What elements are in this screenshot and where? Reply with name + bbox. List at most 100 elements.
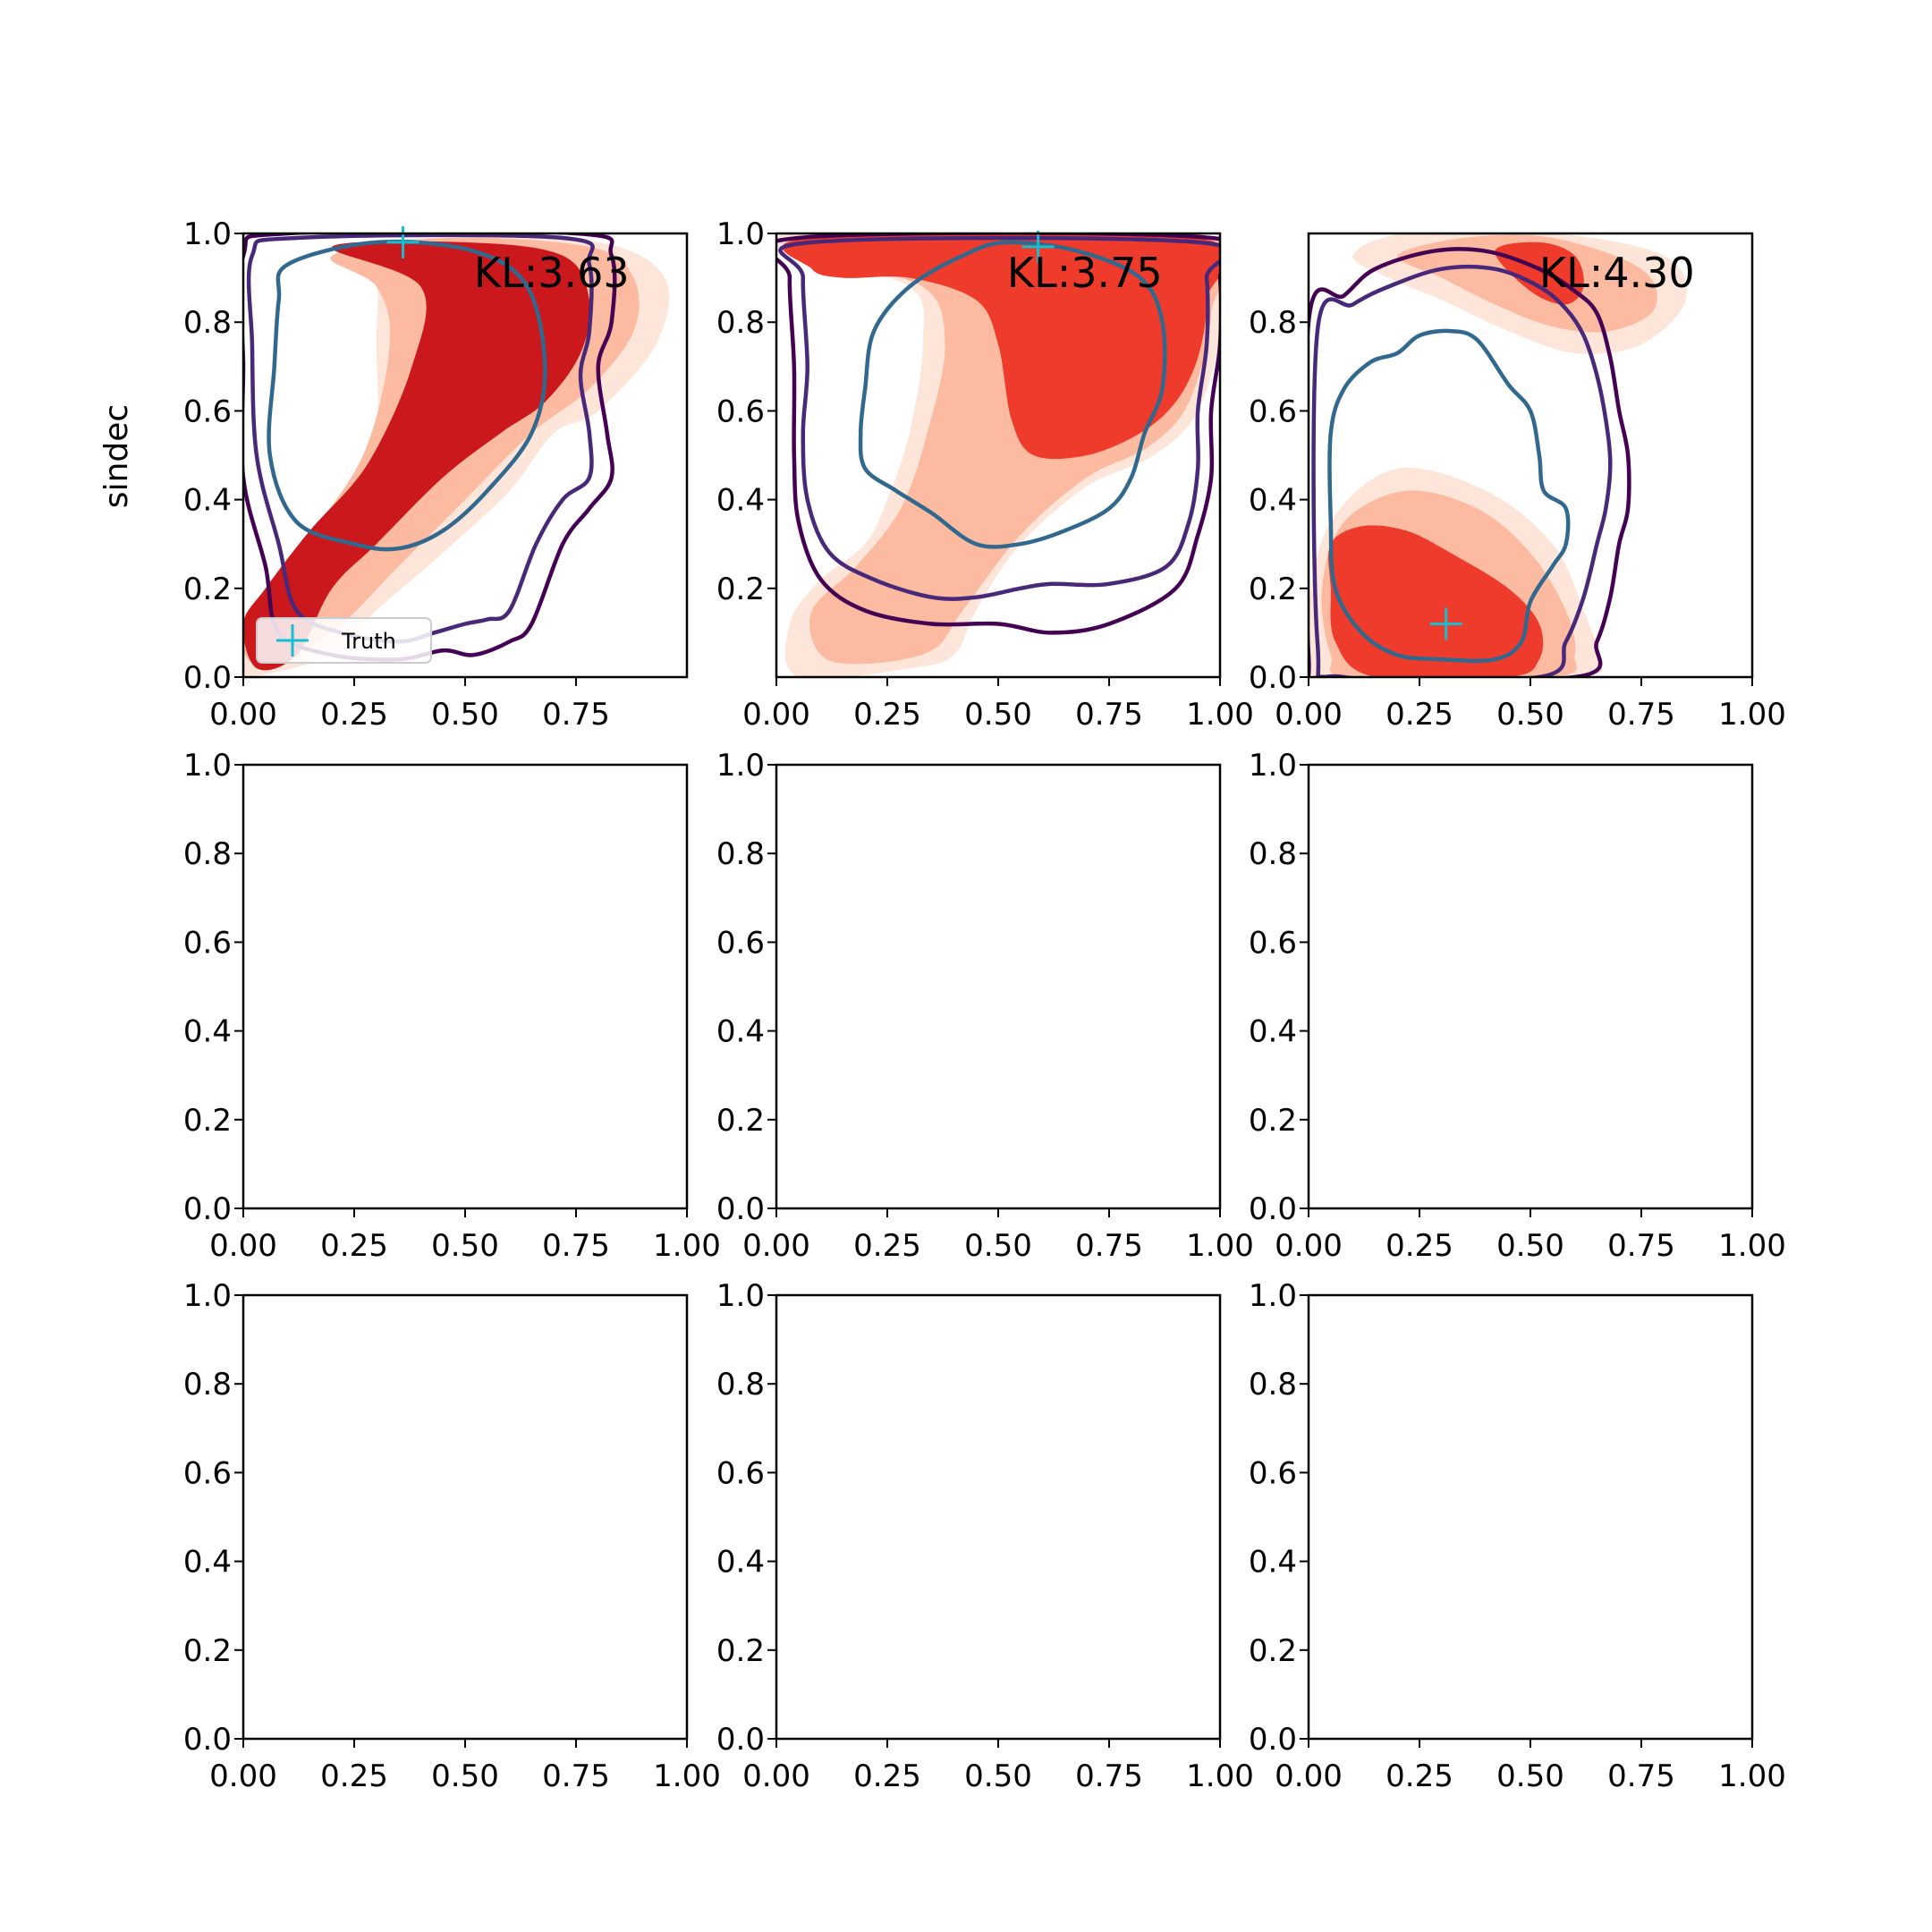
y-tick-label: 0.4 bbox=[1249, 1014, 1297, 1050]
y-tick-label: 0.0 bbox=[1249, 660, 1297, 696]
x-tick-label: 0.50 bbox=[431, 697, 499, 733]
y-tick-label: 0.8 bbox=[716, 305, 765, 341]
y-tick-label: 0.4 bbox=[183, 1014, 232, 1050]
y-tick-label: 0.4 bbox=[1249, 1545, 1297, 1580]
contour-mid-2 bbox=[778, 235, 1220, 601]
legend-label: Truth bbox=[341, 629, 396, 654]
density-region-3-4 bbox=[1328, 525, 1544, 677]
x-tick-label: 1.00 bbox=[653, 1758, 721, 1794]
contour-outer-2 bbox=[776, 233, 1220, 635]
y-tick-label: 0.2 bbox=[1249, 572, 1297, 607]
x-tick-label: 0.75 bbox=[1607, 697, 1675, 733]
legend-box bbox=[256, 617, 432, 664]
x-tick-label: 0.00 bbox=[1275, 1758, 1343, 1794]
plot-area-3 bbox=[1309, 233, 1687, 677]
x-tick-label: 0.00 bbox=[209, 1758, 277, 1794]
subplot-9: 0.00 0.25 0.50 0.75 1.00 0.0 0.2 0.4 0.6 0.8 1.0 bbox=[1249, 1278, 1786, 1794]
y-tick-label: 0.6 bbox=[1249, 925, 1297, 961]
y-tick-label: 0.4 bbox=[183, 1545, 232, 1580]
density-region-2-2 bbox=[782, 233, 1220, 460]
y-tick-label: 0.8 bbox=[183, 1367, 232, 1402]
y-tick-label: 0.0 bbox=[183, 1191, 232, 1227]
x-tick-label: 0.00 bbox=[1275, 1228, 1343, 1264]
y-tick-label: 0.2 bbox=[716, 572, 765, 607]
x-tick-label: 1.00 bbox=[1186, 1228, 1254, 1264]
x-tick-label: 0.50 bbox=[1496, 697, 1564, 733]
y-tick-label: 1.0 bbox=[183, 1278, 232, 1314]
y-tick-label: 0.0 bbox=[716, 1722, 765, 1758]
x-tick-label: 0.25 bbox=[1385, 1228, 1453, 1264]
x-tick-label: 0.75 bbox=[1075, 1758, 1143, 1794]
x-tick-label: 0.25 bbox=[853, 1228, 921, 1264]
y-axis-label: sindec bbox=[98, 404, 135, 508]
y-tick-label: 0.2 bbox=[183, 1633, 232, 1669]
y-tick-label: 0.4 bbox=[716, 1545, 765, 1580]
x-tick-label: 0.00 bbox=[209, 697, 277, 733]
y-tick-label: 1.0 bbox=[716, 216, 765, 252]
y-tick-label: 0.6 bbox=[183, 394, 232, 429]
y-tick-label: 0.2 bbox=[716, 1633, 765, 1669]
x-tick-label: 0.50 bbox=[964, 1228, 1032, 1264]
subplot-2: KL:3.75 0.00 0.25 0.50 0.75 1.00 0.2 0.4 0.6 0.8 1… bbox=[716, 216, 1254, 733]
x-tick-label: 1.00 bbox=[1718, 697, 1786, 733]
x-tick-label: 0.00 bbox=[742, 1758, 810, 1794]
y-tick-label: 0.0 bbox=[183, 1722, 232, 1758]
plot-area-2 bbox=[776, 233, 1220, 677]
y-tick-label: 0.6 bbox=[1249, 1455, 1297, 1491]
y-tick-label: 0.6 bbox=[716, 394, 765, 429]
x-tick-label: 0.75 bbox=[1607, 1758, 1675, 1794]
y-tick-label: 0.2 bbox=[1249, 1103, 1297, 1139]
y-tick-label: 0.8 bbox=[183, 836, 232, 872]
y-tick-label: 0.8 bbox=[1249, 836, 1297, 872]
y-tick-label: 0.8 bbox=[1249, 1367, 1297, 1402]
subplot-6: 0.00 0.25 0.50 0.75 1.00 0.0 0.2 0.4 0.6 0.8 1.0 bbox=[1249, 748, 1786, 1264]
density-region-1-2 bbox=[243, 241, 590, 671]
x-tick-label: 0.50 bbox=[1496, 1758, 1564, 1794]
legend-marker-icon bbox=[276, 624, 309, 657]
x-tick-label: 0.75 bbox=[1607, 1228, 1675, 1264]
truth-marker-2 bbox=[1021, 230, 1055, 263]
y-tick-label: 1.0 bbox=[183, 748, 232, 784]
y-tick-label: 0.0 bbox=[1249, 1191, 1297, 1227]
y-tick-label: 0.6 bbox=[716, 1455, 765, 1491]
legend: Truth bbox=[256, 617, 432, 664]
y-tick-label: 1.0 bbox=[716, 748, 765, 784]
x-tick-label: 0.75 bbox=[542, 1228, 610, 1264]
x-tick-label: 0.25 bbox=[320, 1228, 388, 1264]
contour-inner-3 bbox=[1327, 328, 1571, 664]
y-tick-label: 1.0 bbox=[716, 1278, 765, 1314]
x-tick-label: 0.25 bbox=[853, 697, 921, 733]
kl-annotation-1: KL:3.63 bbox=[474, 249, 630, 297]
kl-annotation-3: KL:4.30 bbox=[1539, 249, 1695, 297]
contour-inner-2 bbox=[858, 240, 1167, 549]
x-tick-label: 0.00 bbox=[209, 1228, 277, 1264]
y-tick-label: 0.6 bbox=[1249, 394, 1297, 429]
x-tick-label: 0.25 bbox=[853, 1758, 921, 1794]
x-tick-label: 0.75 bbox=[542, 697, 610, 733]
x-tick-label: 0.50 bbox=[1496, 1228, 1564, 1264]
x-tick-label: 0.50 bbox=[964, 1758, 1032, 1794]
x-tick-label: 1.00 bbox=[1186, 697, 1254, 733]
x-tick-label: 0.00 bbox=[742, 1228, 810, 1264]
x-tick-label: 1.00 bbox=[653, 1228, 721, 1264]
y-tick-label: 0.8 bbox=[716, 836, 765, 872]
y-tick-label: 0.2 bbox=[183, 572, 232, 607]
y-tick-label: 0.0 bbox=[1249, 1722, 1297, 1758]
y-tick-label: 0.8 bbox=[716, 1367, 765, 1402]
x-tick-label: 0.75 bbox=[542, 1758, 610, 1794]
truth-marker-3 bbox=[1429, 607, 1462, 640]
contour-mid-1 bbox=[246, 233, 595, 644]
x-tick-label: 0.50 bbox=[431, 1758, 499, 1794]
y-tick-label: 0.4 bbox=[1249, 483, 1297, 519]
y-tick-label: 1.0 bbox=[183, 216, 232, 252]
x-tick-label: 0.50 bbox=[431, 1228, 499, 1264]
y-tick-label: 0.2 bbox=[716, 1103, 765, 1139]
x-tick-label: 1.00 bbox=[1186, 1758, 1254, 1794]
subplot-5: 0.00 0.25 0.50 0.75 1.00 0.0 0.2 0.4 0.6 0.8 1.0 bbox=[716, 748, 1254, 1264]
truth-marker-1 bbox=[386, 225, 419, 258]
x-tick-label: 0.75 bbox=[1075, 1228, 1143, 1264]
contour-mid-3 bbox=[1311, 264, 1613, 677]
x-tick-label: 0.25 bbox=[320, 1758, 388, 1794]
y-tick-label: 0.0 bbox=[183, 660, 232, 696]
y-tick-label: 0.4 bbox=[183, 483, 232, 519]
